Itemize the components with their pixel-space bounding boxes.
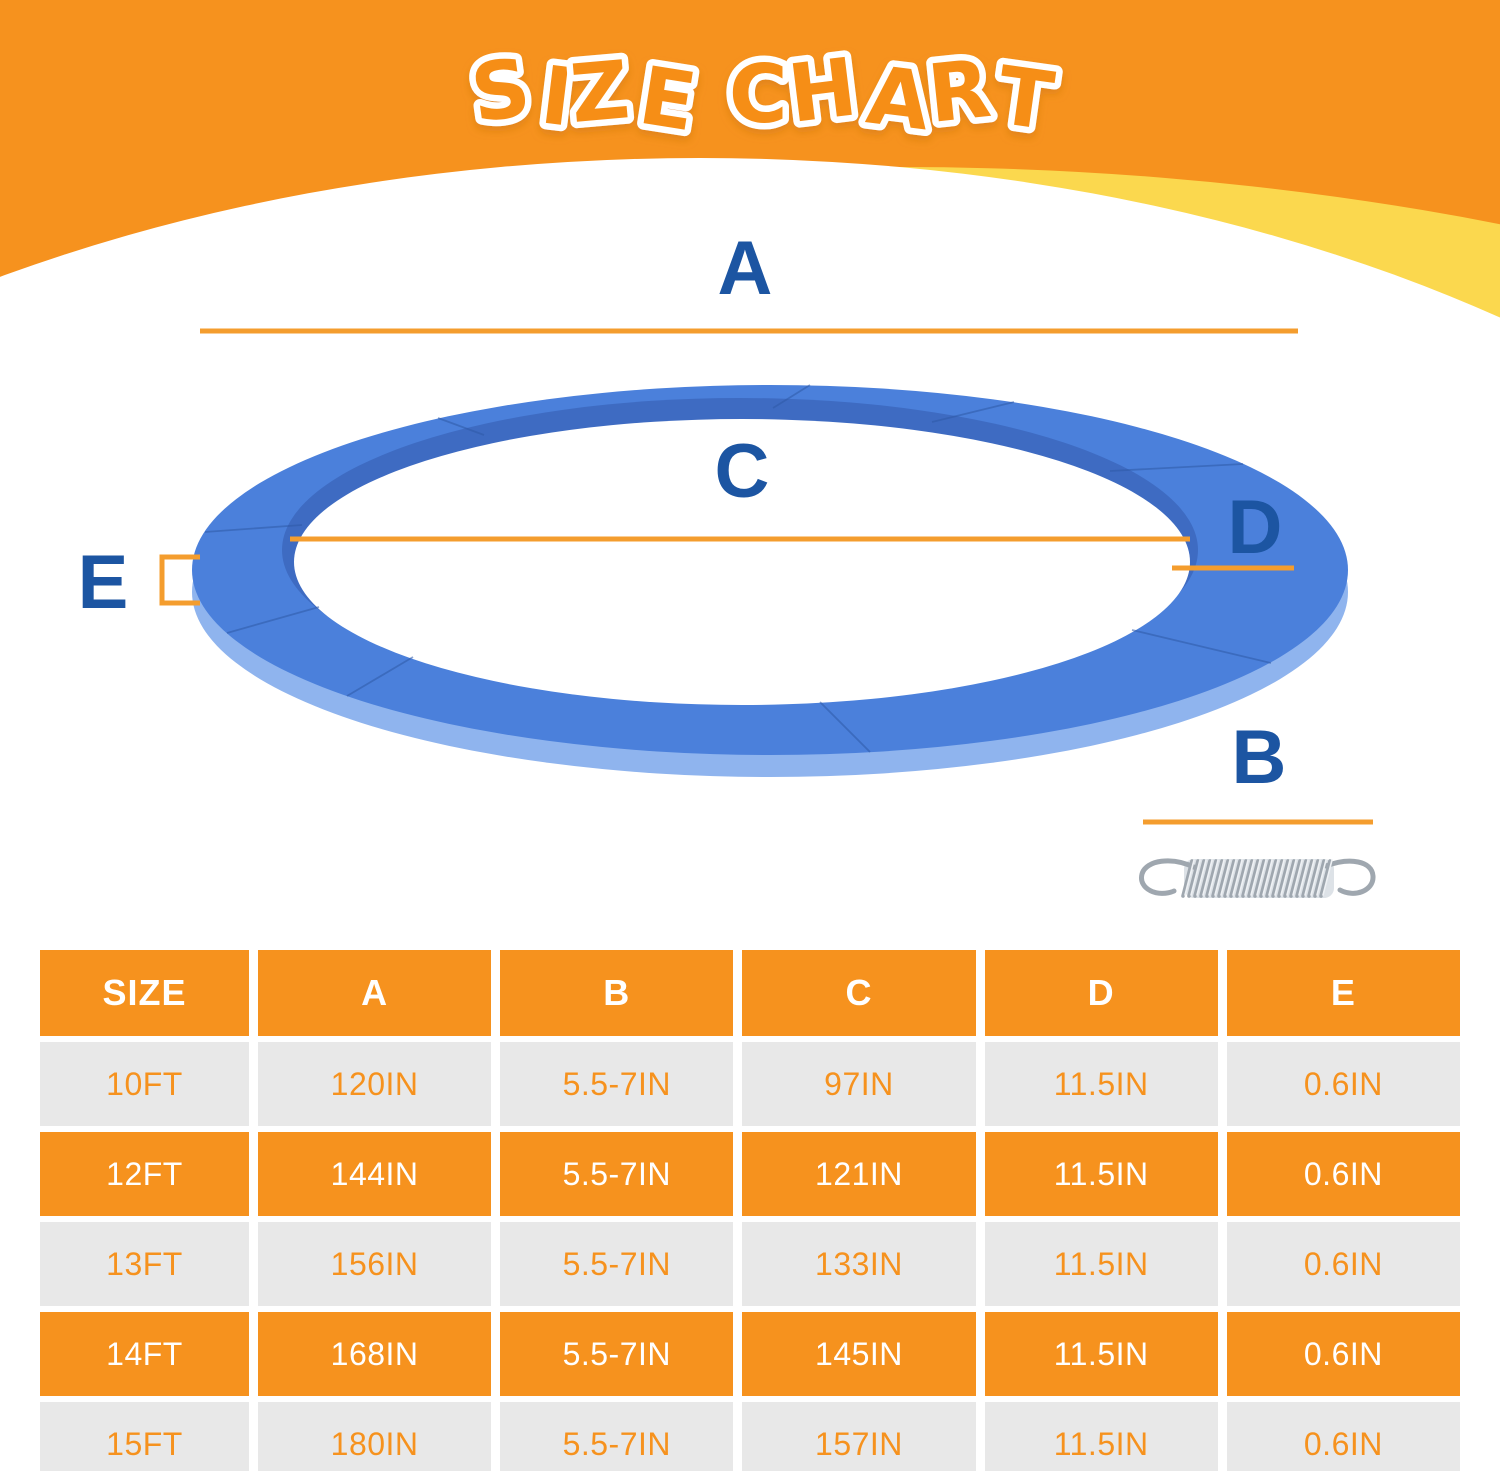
cell-b: 5.5-7IN xyxy=(500,1222,734,1306)
cell-a: 144IN xyxy=(258,1132,492,1216)
table-row-15ft: 15FT 180IN 5.5-7IN 157IN 11.5IN 0.6IN xyxy=(40,1402,1460,1471)
table-row-13ft: 13FT 156IN 5.5-7IN 133IN 11.5IN 0.6IN xyxy=(40,1222,1460,1306)
size-table: SIZE A B C D E 10FT 120IN 5.5-7IN 97IN 1… xyxy=(31,944,1469,1471)
table-row-10ft: 10FT 120IN 5.5-7IN 97IN 11.5IN 0.6IN xyxy=(40,1042,1460,1126)
label-d: D xyxy=(1228,485,1283,570)
page-title: SIZE CHART xyxy=(466,40,1064,150)
cell-e: 0.6IN xyxy=(1226,1222,1460,1306)
title-graphic: SIZE CHART xyxy=(459,33,1065,156)
spring-coil-highlight xyxy=(1184,859,1333,896)
pad-bottom-rim xyxy=(192,407,1348,777)
table-row-12ft: 12FT 144IN 5.5-7IN 121IN 11.5IN 0.6IN xyxy=(40,1132,1460,1216)
header-cell-d: D xyxy=(984,950,1218,1036)
cell-d: 11.5IN xyxy=(984,1222,1218,1306)
cell-b: 5.5-7IN xyxy=(500,1312,734,1396)
cell-c: 121IN xyxy=(742,1132,976,1216)
cell-e: 0.6IN xyxy=(1226,1042,1460,1126)
label-c: C xyxy=(715,429,770,514)
cell-size: 13FT xyxy=(40,1222,249,1306)
cell-size: 15FT xyxy=(40,1402,249,1471)
cell-c: 145IN xyxy=(742,1312,976,1396)
label-b: B xyxy=(1232,715,1287,800)
cell-e: 0.6IN xyxy=(1226,1132,1460,1216)
label-e: E xyxy=(78,540,129,625)
header-cell-e: E xyxy=(1226,950,1460,1036)
spring-left-hook xyxy=(1139,858,1199,896)
pad-seam-lines xyxy=(204,384,1272,753)
header-cell-a: A xyxy=(258,950,492,1036)
cell-d: 11.5IN xyxy=(984,1402,1218,1471)
header-banner: SIZE CHART xyxy=(0,0,1500,332)
spring-icon xyxy=(1139,858,1376,898)
cell-d: 11.5IN xyxy=(984,1042,1218,1126)
cell-b: 5.5-7IN xyxy=(500,1132,734,1216)
spring-coil-body xyxy=(1184,859,1334,898)
cell-a: 168IN xyxy=(258,1312,492,1396)
spring-coil-loops xyxy=(1181,859,1332,898)
cell-b: 5.5-7IN xyxy=(500,1042,734,1126)
cell-e: 0.6IN xyxy=(1226,1402,1460,1471)
cell-size: 14FT xyxy=(40,1312,249,1396)
cell-c: 97IN xyxy=(742,1042,976,1126)
spring-right-hook xyxy=(1323,858,1376,896)
cell-a: 156IN xyxy=(258,1222,492,1306)
table-header-row: SIZE A B C D E xyxy=(40,950,1460,1036)
pad-inner-wall xyxy=(282,398,1198,702)
dimension-bracket-e xyxy=(159,554,200,606)
cell-d: 11.5IN xyxy=(984,1132,1218,1216)
cell-c: 157IN xyxy=(742,1402,976,1471)
table-row-14ft: 14FT 168IN 5.5-7IN 145IN 11.5IN 0.6IN xyxy=(40,1312,1460,1396)
cell-size: 12FT xyxy=(40,1132,249,1216)
header-cell-c: C xyxy=(742,950,976,1036)
cell-a: 120IN xyxy=(258,1042,492,1126)
pad-top-surface xyxy=(192,385,1348,755)
cell-a: 180IN xyxy=(258,1402,492,1471)
cell-b: 5.5-7IN xyxy=(500,1402,734,1471)
cell-size: 10FT xyxy=(40,1042,249,1126)
pad-inner-hole xyxy=(294,419,1190,705)
cell-d: 11.5IN xyxy=(984,1312,1218,1396)
header-cell-b: B xyxy=(500,950,734,1036)
cell-e: 0.6IN xyxy=(1226,1312,1460,1396)
header-cell-size: SIZE xyxy=(40,950,249,1036)
cell-c: 133IN xyxy=(742,1222,976,1306)
